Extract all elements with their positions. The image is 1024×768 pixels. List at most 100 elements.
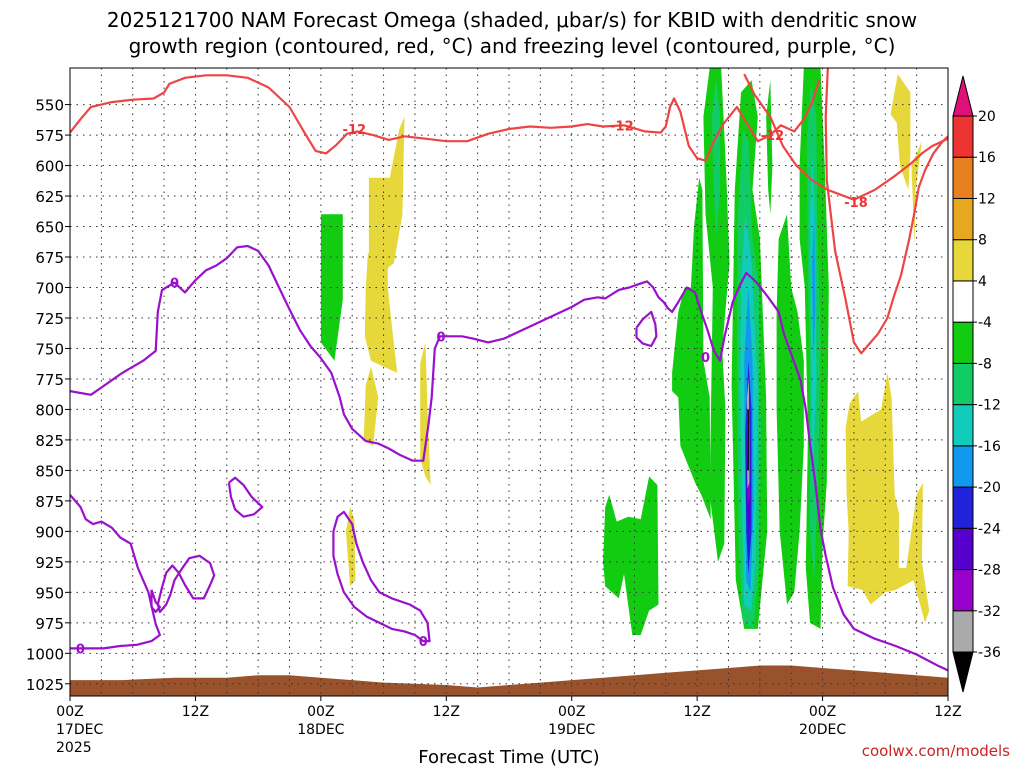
x-tick-label-24-0: 00Z xyxy=(307,704,334,720)
y-tick-label-750: 750 xyxy=(35,340,64,358)
contour-label-3: -18 xyxy=(844,196,868,211)
contour-label-7: 0 xyxy=(419,635,428,650)
y-tick-label-575: 575 xyxy=(35,127,64,145)
colorbar-swatch-1 xyxy=(952,610,974,653)
colorbar-swatch-11 xyxy=(952,197,974,241)
omega-region-green-11 xyxy=(703,68,730,562)
omega-region-green-13 xyxy=(766,80,773,215)
chart-title-line-2: growth region (contoured, red, °C) and f… xyxy=(129,34,896,58)
contour-line-8 xyxy=(635,310,658,348)
contour-label-8: 0 xyxy=(76,642,85,657)
colorbar-label-0: 20 xyxy=(978,109,996,125)
y-tick-label-800: 800 xyxy=(35,401,64,419)
omega-region-yellow-8 xyxy=(845,372,930,623)
colorbar-label-12: -32 xyxy=(978,604,1001,620)
contour-label-1: -12 xyxy=(610,119,634,134)
y-tick-label-875: 875 xyxy=(35,493,64,511)
x-axis-label: Forecast Time (UTC) xyxy=(418,747,599,768)
y-tick-label-600: 600 xyxy=(35,158,64,176)
y-tick-label-1000: 1000 xyxy=(26,645,64,663)
contour-line-6 xyxy=(227,476,264,518)
colorbar-low-arrow xyxy=(952,651,974,693)
colorbar-high-arrow xyxy=(952,75,974,117)
colorbar-swatch-10 xyxy=(952,239,974,282)
colorbar-label-13: -36 xyxy=(978,645,1001,661)
omega-region-green-10 xyxy=(672,177,711,520)
contour-line-5 xyxy=(156,554,216,614)
colorbar-label-5: -4 xyxy=(978,315,992,331)
colorbar-label-7: -12 xyxy=(978,398,1001,414)
colorbar-swatch-8 xyxy=(952,321,974,364)
colorbar-swatch-12 xyxy=(952,156,974,199)
y-tick-label-700: 700 xyxy=(35,279,64,297)
colorbar: 20 16 12 8 4 -4 -8 -12 -16 -20 -24 -28 -32 -36 xyxy=(952,75,1001,693)
colorbar-label-9: -20 xyxy=(978,480,1001,496)
x-tick-label-48-1: 19DEC xyxy=(548,722,595,738)
omega-region-yellow-3 xyxy=(363,366,379,446)
plot-area: -12 -12 -12 -18 0 0 0 0 0 xyxy=(70,68,948,696)
contour-label-2: -12 xyxy=(761,129,785,144)
omega-region-yellow-2 xyxy=(368,116,405,276)
x-tick-label-24-1: 18DEC xyxy=(297,722,344,738)
contour-label-4: 0 xyxy=(170,277,179,292)
x-tick-label-72-1: 20DEC xyxy=(799,722,846,738)
contour-label-6: 0 xyxy=(701,351,710,366)
y-tick-label-975: 975 xyxy=(35,615,64,633)
contour-line-4 xyxy=(70,494,161,650)
contour-line-1 xyxy=(743,73,948,201)
omega-region-green-9 xyxy=(603,476,659,635)
contour-label-0: -12 xyxy=(343,123,367,138)
y-tick-label-850: 850 xyxy=(35,462,64,480)
x-tick-label-60-0: 12Z xyxy=(683,704,710,720)
x-tick-label-72-0: 00Z xyxy=(809,704,836,720)
omega-shading xyxy=(320,68,930,635)
colorbar-label-2: 12 xyxy=(978,191,996,207)
gridlines xyxy=(70,68,948,696)
colorbar-swatch-13 xyxy=(952,115,974,158)
chart-title-line-1: 2025121700 NAM Forecast Omega (shaded, μ… xyxy=(107,8,917,32)
omega-region-blue-22 xyxy=(812,214,816,361)
colorbar-label-1: 16 xyxy=(978,150,996,166)
colorbar-label-6: -8 xyxy=(978,356,992,372)
colorbar-swatch-3 xyxy=(952,527,974,571)
y-tick-label-550: 550 xyxy=(35,97,64,115)
omega-region-yellow-1 xyxy=(364,253,398,373)
y-tick-label-725: 725 xyxy=(35,310,64,328)
plot-frame xyxy=(69,67,949,697)
colorbar-swatch-9 xyxy=(952,280,974,323)
contour-line-0 xyxy=(70,74,821,162)
y-tick-label-775: 775 xyxy=(35,371,64,389)
y-axis-ticks: 550 575 600 625 650 675 700 725 750 775 800 825 850 8… xyxy=(26,97,70,694)
colorbar-label-10: -24 xyxy=(978,521,1001,537)
omega-region-green-0 xyxy=(320,214,343,361)
omega-region-green-14 xyxy=(776,214,804,605)
colorbar-label-8: -16 xyxy=(978,439,1001,455)
colorbar-swatch-7 xyxy=(952,362,974,406)
colorbar-swatch-4 xyxy=(952,486,974,529)
x-tick-label-0-2: 2025 xyxy=(56,740,92,756)
omega-region-black-27 xyxy=(747,409,749,471)
colorbar-swatch-2 xyxy=(952,569,974,612)
y-tick-label-925: 925 xyxy=(35,554,64,572)
colorbar-swatch-6 xyxy=(952,404,974,447)
contour-line-7 xyxy=(332,510,431,643)
contour-labels: -12 -12 -12 -18 0 0 0 0 0 xyxy=(76,119,868,657)
x-axis-ticks: 00Z 17DEC 2025 12Z 00Z 18DEC 12Z 00Z 19DEC 12Z 00Z… xyxy=(56,696,962,756)
colorbar-label-11: -28 xyxy=(978,563,1001,579)
omega-region-yellow-5 xyxy=(345,507,356,587)
y-tick-label-1025: 1025 xyxy=(26,676,64,694)
omega-region-teal-16 xyxy=(711,77,721,239)
credit-link[interactable]: coolwx.com/models xyxy=(862,742,1010,760)
omega-region-yellow-6 xyxy=(890,74,911,190)
contour-line-2 xyxy=(824,68,948,355)
x-tick-label-84-0: 12Z xyxy=(934,704,961,720)
y-tick-label-675: 675 xyxy=(35,249,64,267)
colorbar-swatch-5 xyxy=(952,445,974,488)
colorbar-label-4: 4 xyxy=(978,274,987,290)
x-tick-label-12-0: 12Z xyxy=(182,704,209,720)
colorbar-label-3: 8 xyxy=(978,233,987,249)
y-tick-label-650: 650 xyxy=(35,219,64,237)
contours xyxy=(70,68,948,672)
x-tick-label-0-0: 00Z xyxy=(56,704,83,720)
